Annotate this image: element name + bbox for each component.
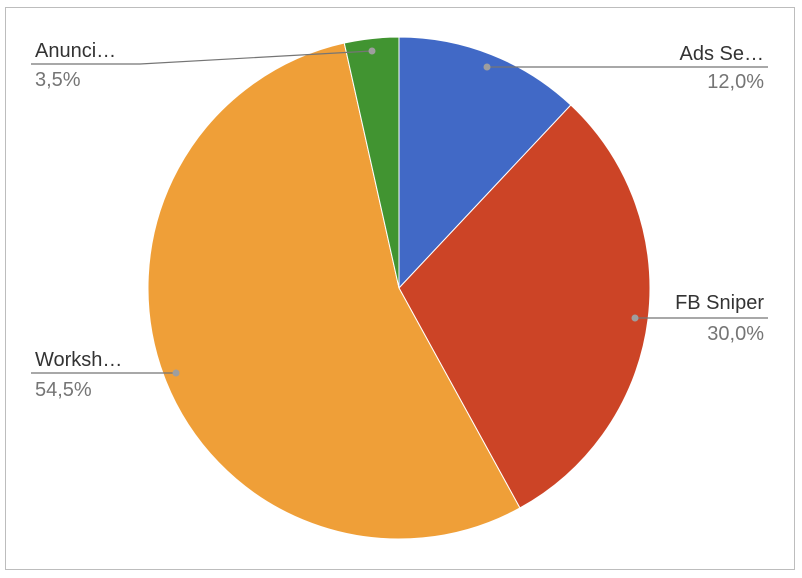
pie-slice-2[interactable] xyxy=(147,42,521,540)
pie-slices xyxy=(147,36,651,540)
leader-lines xyxy=(31,47,768,377)
pie-slice-1[interactable] xyxy=(398,104,651,509)
slice-labels: Ads Se… 12,0% FB Sniper 30,0% Worksh… 54,5% An… xyxy=(35,40,764,401)
slice-percent-2: 54,5% xyxy=(35,379,92,401)
leader-dot-2 xyxy=(172,369,180,377)
leader-dot-3 xyxy=(368,47,376,55)
pie-slice-0[interactable] xyxy=(398,36,572,290)
slice-percent-1: 30,0% xyxy=(707,323,764,345)
slice-percent-0: 12,0% xyxy=(707,71,764,93)
slice-label-0: Ads Se… xyxy=(680,43,764,65)
leader-line-3 xyxy=(31,50,373,65)
slice-label-2: Worksh… xyxy=(35,349,122,371)
slice-percent-3: 3,5% xyxy=(35,69,81,91)
leader-dot-0 xyxy=(483,63,491,71)
pie-slice-3[interactable] xyxy=(343,36,400,289)
slice-label-3: Anunci… xyxy=(35,40,116,62)
slice-label-1: FB Sniper xyxy=(675,292,764,314)
leader-dot-1 xyxy=(631,314,639,322)
